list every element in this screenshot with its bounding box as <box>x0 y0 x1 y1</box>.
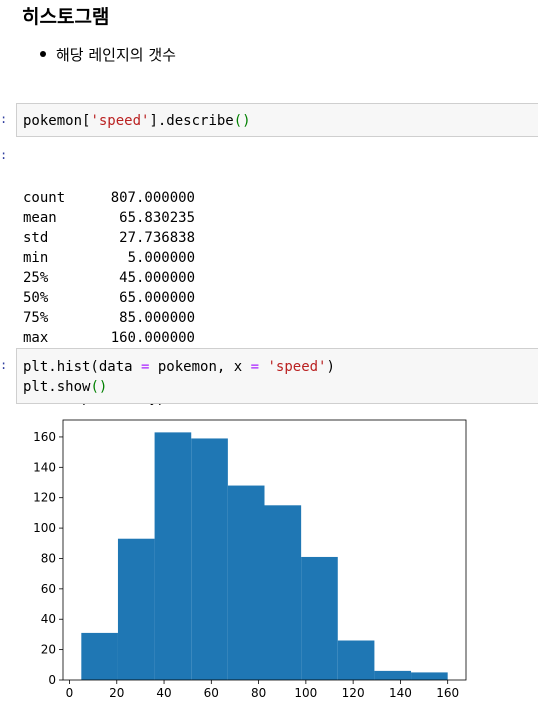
histogram-bar <box>411 672 448 680</box>
bullet-list: 해당 레인지의 갯수 <box>40 44 176 65</box>
output-key: min <box>23 250 49 266</box>
y-tick-label: 20 <box>41 643 56 657</box>
x-tick-label: 160 <box>436 686 459 700</box>
histogram-bar <box>264 505 302 680</box>
output-value: 65.830235 <box>119 210 195 226</box>
histogram-bar <box>337 640 375 680</box>
code-cell-hist[interactable]: plt.hist(data = pokemon, x = 'speed') pl… <box>16 348 538 404</box>
x-tick-label: 40 <box>156 686 171 700</box>
x-tick-label: 0 <box>66 686 74 700</box>
y-tick-label: 100 <box>33 521 56 535</box>
output-key: 75% <box>23 310 49 326</box>
y-tick-label: 80 <box>41 551 56 565</box>
code-line: plt.hist(data = pokemon, x = 'speed') <box>23 359 335 375</box>
histogram-chart: 0 20 40 60 80 100 120 140 160 0 20 40 60 80 100 120 140 1… <box>33 419 467 700</box>
output-key: std <box>23 230 49 246</box>
output-rows: count 807.000000 mean 65.830235 std 27.736838… <box>23 188 251 348</box>
section-heading: 히스토그램 <box>22 6 110 28</box>
x-tick-label: 60 <box>204 686 219 700</box>
y-tick-label: 40 <box>41 612 56 626</box>
histogram-bar <box>117 538 155 680</box>
y-tick-label: 160 <box>33 430 56 444</box>
plot-frame <box>62 419 467 681</box>
output-key: max <box>23 330 49 346</box>
y-tick-label: 140 <box>33 460 56 474</box>
output-row: 75% 85.000000 <box>23 308 251 328</box>
y-tick-label: 0 <box>48 673 56 687</box>
output-row: min 5.000000 <box>23 248 251 268</box>
output-row: mean 65.830235 <box>23 208 251 228</box>
y-tick-label: 60 <box>41 582 56 596</box>
code-line: plt.show() <box>23 379 108 395</box>
code-cell-describe[interactable]: pokemon['speed'].describe() <box>16 103 538 137</box>
output-value: 160.000000 <box>110 330 195 346</box>
histogram-bar <box>81 632 118 680</box>
histogram-bar <box>227 485 265 680</box>
output-value: 5.000000 <box>127 250 195 266</box>
input-prompt: : <box>0 112 8 126</box>
x-tick-label: 80 <box>251 686 266 700</box>
output-prompt: : <box>0 148 8 162</box>
output-row: count 807.000000 <box>23 188 251 208</box>
output-value: 807.000000 <box>110 190 195 206</box>
histogram-bar <box>191 438 228 680</box>
output-row: 50% 65.000000 <box>23 288 251 308</box>
y-tick-label: 120 <box>33 491 56 505</box>
output-key: 50% <box>23 290 49 306</box>
code-line: pokemon['speed'].describe() <box>23 113 251 129</box>
output-row: std 27.736838 <box>23 228 251 248</box>
x-tick-label: 100 <box>294 686 317 700</box>
output-row: max 160.000000 <box>23 328 251 348</box>
histogram-bar <box>374 670 412 680</box>
output-value: 65.000000 <box>119 290 195 306</box>
output-value: 27.736838 <box>119 230 195 246</box>
output-key: mean <box>23 210 57 226</box>
histogram-bar <box>154 432 192 680</box>
output-value: 45.000000 <box>119 270 195 286</box>
histogram-bar <box>301 556 338 680</box>
x-tick-label: 20 <box>109 686 124 700</box>
x-tick-label: 140 <box>389 686 412 700</box>
x-tick-label: 120 <box>342 686 365 700</box>
output-row: 25% 45.000000 <box>23 268 251 288</box>
output-key: count <box>23 190 66 206</box>
output-value: 85.000000 <box>119 310 195 326</box>
bullet-item: 해당 레인지의 갯수 <box>40 44 176 65</box>
output-key: 25% <box>23 270 49 286</box>
input-prompt: : <box>0 358 8 372</box>
